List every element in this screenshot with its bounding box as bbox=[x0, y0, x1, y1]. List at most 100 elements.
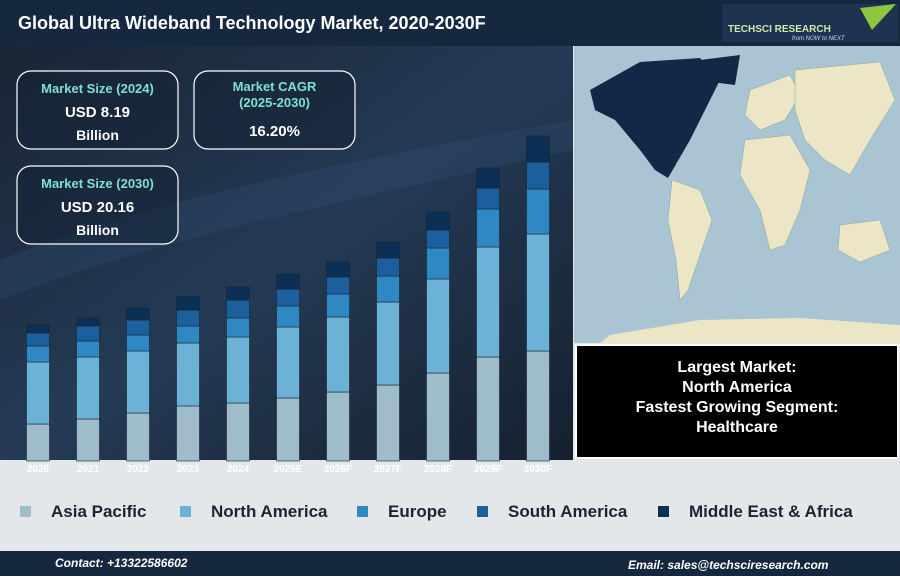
bar-segment bbox=[26, 361, 50, 425]
x-tick-label: 2023 bbox=[177, 464, 200, 475]
bar-segment bbox=[176, 296, 200, 311]
x-tick-label: 2026F bbox=[324, 464, 352, 475]
info-boxes: Market Size (2024) USD 8.19 Billion Market … bbox=[16, 70, 356, 245]
legend-swatch bbox=[20, 506, 31, 517]
legend-label: Asia Pacific bbox=[51, 502, 146, 521]
bar-segment bbox=[526, 135, 550, 163]
plot: 2020 2021 2022 2023 2024 2025E 2026F 2027F 2028F… bbox=[26, 135, 552, 475]
bar-segment bbox=[426, 211, 450, 231]
bar-segment bbox=[326, 261, 350, 278]
highlight-text: North America bbox=[682, 379, 792, 396]
legend-swatch bbox=[477, 506, 488, 517]
highlight-box bbox=[575, 344, 899, 459]
greenland bbox=[700, 55, 740, 85]
bar-segment bbox=[276, 273, 300, 290]
chart-title: Global Ultra Wideband Technology Market,… bbox=[18, 13, 486, 33]
bar-segment bbox=[226, 402, 250, 462]
info-value: Billion bbox=[76, 222, 119, 238]
bar-segment bbox=[426, 372, 450, 462]
x-tick-label: 2022 bbox=[127, 464, 150, 475]
bar-segment bbox=[226, 317, 250, 338]
x-tick-label: 2024 bbox=[227, 464, 250, 475]
info-value: USD 20.16 bbox=[61, 199, 134, 216]
bar-segment bbox=[126, 334, 150, 352]
bar-segment bbox=[326, 276, 350, 295]
bar-segment bbox=[176, 342, 200, 407]
bar-segment bbox=[476, 208, 500, 248]
bar-segment bbox=[176, 405, 200, 462]
bar-segment bbox=[326, 391, 350, 462]
bar-segment bbox=[326, 293, 350, 318]
bar-segment bbox=[526, 350, 550, 462]
highlights: Largest Market: North America Fastest Grow… bbox=[636, 359, 839, 436]
bar-segment bbox=[226, 299, 250, 319]
bar-segment bbox=[276, 397, 300, 462]
bar-segment bbox=[126, 307, 150, 321]
asia bbox=[794, 61, 896, 176]
info-box bbox=[16, 165, 179, 245]
x-tick-label: 2030F bbox=[524, 464, 552, 475]
brand-bg bbox=[722, 4, 898, 42]
antarctica bbox=[600, 318, 900, 343]
bar-segment bbox=[276, 305, 300, 328]
info-value: 16.20% bbox=[249, 123, 300, 140]
bar-segment bbox=[76, 317, 100, 327]
bar-segment bbox=[126, 350, 150, 414]
bar-segment bbox=[376, 301, 400, 386]
info-box bbox=[16, 70, 179, 150]
bar-segment bbox=[276, 326, 300, 399]
bar-segment bbox=[476, 167, 500, 189]
legend-label: South America bbox=[508, 502, 628, 521]
bar-segment bbox=[126, 412, 150, 462]
bar-segment bbox=[26, 423, 50, 462]
bar-segment bbox=[326, 316, 350, 393]
bar-segment bbox=[76, 325, 100, 342]
bar-segment bbox=[476, 356, 500, 462]
bar-segment bbox=[526, 188, 550, 235]
x-tick-label: 2025E bbox=[274, 464, 303, 475]
brand-logo bbox=[860, 4, 896, 30]
bar-segment bbox=[76, 418, 100, 462]
bar-segment bbox=[226, 336, 250, 404]
bar-segment bbox=[426, 278, 450, 374]
south-america bbox=[667, 179, 713, 301]
footer-email: Email: sales@techsciresearch.com bbox=[628, 558, 829, 572]
north-america bbox=[590, 58, 720, 178]
bar-segment bbox=[526, 161, 550, 190]
highlight-text: Healthcare bbox=[696, 419, 778, 436]
info-value: USD 8.19 bbox=[65, 104, 130, 121]
bar-segment bbox=[126, 319, 150, 336]
x-tick-label: 2021 bbox=[77, 464, 100, 475]
bar-segment bbox=[376, 275, 400, 303]
highlight-text: Largest Market: bbox=[677, 359, 796, 376]
decor bbox=[0, 120, 573, 300]
legend-label: Middle East & Africa bbox=[689, 502, 853, 521]
x-tick-label: 2020 bbox=[27, 464, 50, 475]
info-value: Billion bbox=[76, 127, 119, 143]
x-tick-label: 2029F bbox=[474, 464, 502, 475]
legend-swatch bbox=[658, 506, 669, 517]
bar-segment bbox=[76, 356, 100, 420]
info-box bbox=[193, 70, 356, 150]
bar-segment bbox=[376, 384, 400, 462]
bar-segment bbox=[226, 286, 250, 301]
bar-segment bbox=[476, 246, 500, 358]
bar-segment bbox=[26, 345, 50, 363]
africa bbox=[739, 134, 811, 251]
bar-segment bbox=[76, 340, 100, 358]
info-title: Market CAGR (2025-2030) bbox=[233, 79, 317, 110]
bar-segment bbox=[476, 187, 500, 210]
legend-label: Europe bbox=[388, 502, 447, 521]
australia bbox=[837, 219, 891, 263]
legend: Asia Pacific North America Europe South Ame… bbox=[20, 502, 853, 521]
footer bbox=[0, 551, 900, 576]
x-tick-label: 2027F bbox=[374, 464, 402, 475]
bar-segment bbox=[376, 241, 400, 259]
bar-segment bbox=[26, 324, 50, 334]
europe bbox=[744, 74, 801, 131]
legend-swatch bbox=[180, 506, 191, 517]
brand-tagline: from NOW to NEXT bbox=[792, 36, 846, 42]
bar-segment bbox=[276, 288, 300, 307]
highlight-text: Fastest Growing Segment: bbox=[636, 399, 839, 416]
